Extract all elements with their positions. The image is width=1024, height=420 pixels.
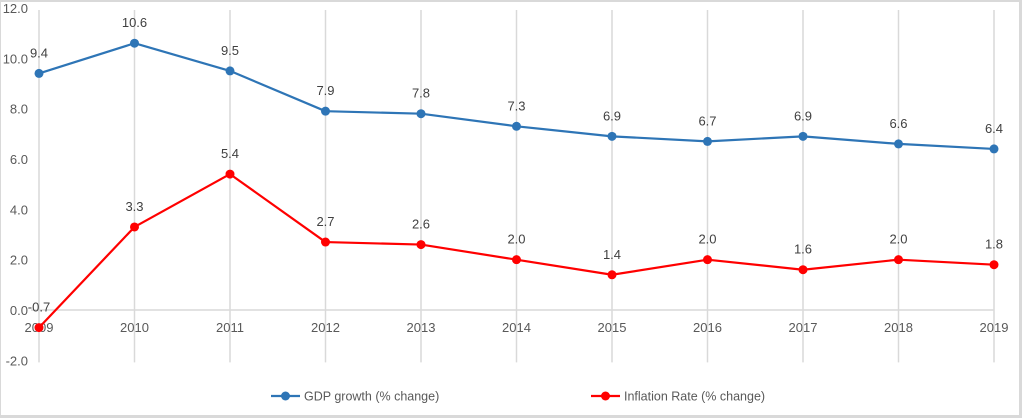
legend-label: Inflation Rate (% change): [624, 390, 765, 404]
data-point: [130, 38, 139, 48]
data-label: 10.6: [122, 15, 147, 30]
data-label: 2.7: [316, 214, 334, 229]
y-tick-label: 6.0: [10, 152, 28, 167]
y-tick-label: 2.0: [10, 253, 28, 268]
x-tick-label: 2016: [693, 320, 722, 335]
data-label: 2.6: [412, 217, 430, 232]
data-point: [989, 260, 999, 270]
data-point: [512, 121, 521, 131]
x-tick-label: 2012: [311, 320, 340, 335]
data-point: [607, 270, 617, 280]
series-group: [34, 38, 999, 333]
legend-label: GDP growth (% change): [304, 390, 439, 404]
legend-point-marker: [601, 391, 610, 401]
data-point: [989, 144, 999, 154]
data-point: [607, 131, 617, 141]
x-tick-label: 2017: [789, 320, 818, 335]
data-label: 6.4: [985, 121, 1003, 136]
data-point: [321, 106, 330, 116]
data-point: [798, 131, 808, 141]
x-tick-label: 2015: [598, 320, 627, 335]
data-label: 5.4: [221, 146, 239, 161]
data-point: [894, 255, 903, 265]
x-tick-label: 2011: [216, 320, 244, 335]
x-tick-label: 2018: [884, 320, 913, 335]
data-point: [512, 255, 521, 265]
data-point: [225, 169, 235, 179]
data-label: 2.0: [507, 232, 525, 247]
data-point: [321, 237, 330, 247]
y-tick-label: 8.0: [10, 102, 28, 117]
data-label: 2.0: [698, 232, 716, 247]
data-label: 1.8: [985, 237, 1003, 252]
x-tick-label: 2014: [502, 320, 531, 335]
y-tick-label: 0.0: [10, 303, 28, 318]
data-label: 1.4: [603, 247, 621, 262]
data-label: 6.6: [889, 116, 907, 131]
data-labels: 9.4 10.6 9.5 7.9 7.8 7.3 6.9 6.7 6.9 6.6 6.4 -0.7 3.…: [28, 15, 1003, 314]
data-point: [34, 323, 44, 333]
data-point: [225, 66, 235, 76]
data-point: [416, 240, 426, 250]
legend: GDP growth (% change) Inflation Rate (% c…: [271, 390, 765, 404]
data-point: [130, 222, 139, 232]
data-label: -0.7: [28, 300, 50, 315]
y-tick-label: 4.0: [10, 202, 28, 217]
gridlines: [38, 10, 995, 363]
data-point: [703, 255, 712, 265]
data-label: 3.3: [125, 199, 143, 214]
data-label: 6.7: [698, 113, 716, 128]
x-axis-ticks: 2009201020112012201320142015201620172018…: [25, 320, 1009, 335]
y-tick-label: -2.0: [6, 353, 28, 368]
data-label: 7.3: [507, 98, 525, 113]
data-point: [798, 265, 808, 275]
legend-point-marker: [281, 391, 290, 401]
data-label: 1.6: [794, 242, 812, 257]
data-point: [894, 139, 903, 149]
data-label: 9.5: [221, 43, 239, 58]
data-point: [416, 109, 426, 119]
y-tick-label: 12.0: [3, 1, 28, 16]
data-label: 7.9: [316, 83, 334, 98]
data-label: 7.8: [412, 86, 430, 101]
data-label: 9.4: [30, 45, 48, 60]
data-point: [34, 68, 44, 78]
data-point: [703, 136, 712, 146]
data-label: 6.9: [603, 108, 621, 123]
x-tick-label: 2019: [980, 320, 1009, 335]
y-tick-label: 10.0: [3, 51, 28, 66]
data-label: 6.9: [794, 108, 812, 123]
y-axis-ticks: -2.0 0.0 2.0 4.0 6.0 8.0 10.0 12.0: [3, 1, 28, 368]
x-tick-label: 2013: [407, 320, 436, 335]
data-label: 2.0: [889, 232, 907, 247]
x-tick-label: 2010: [120, 320, 149, 335]
